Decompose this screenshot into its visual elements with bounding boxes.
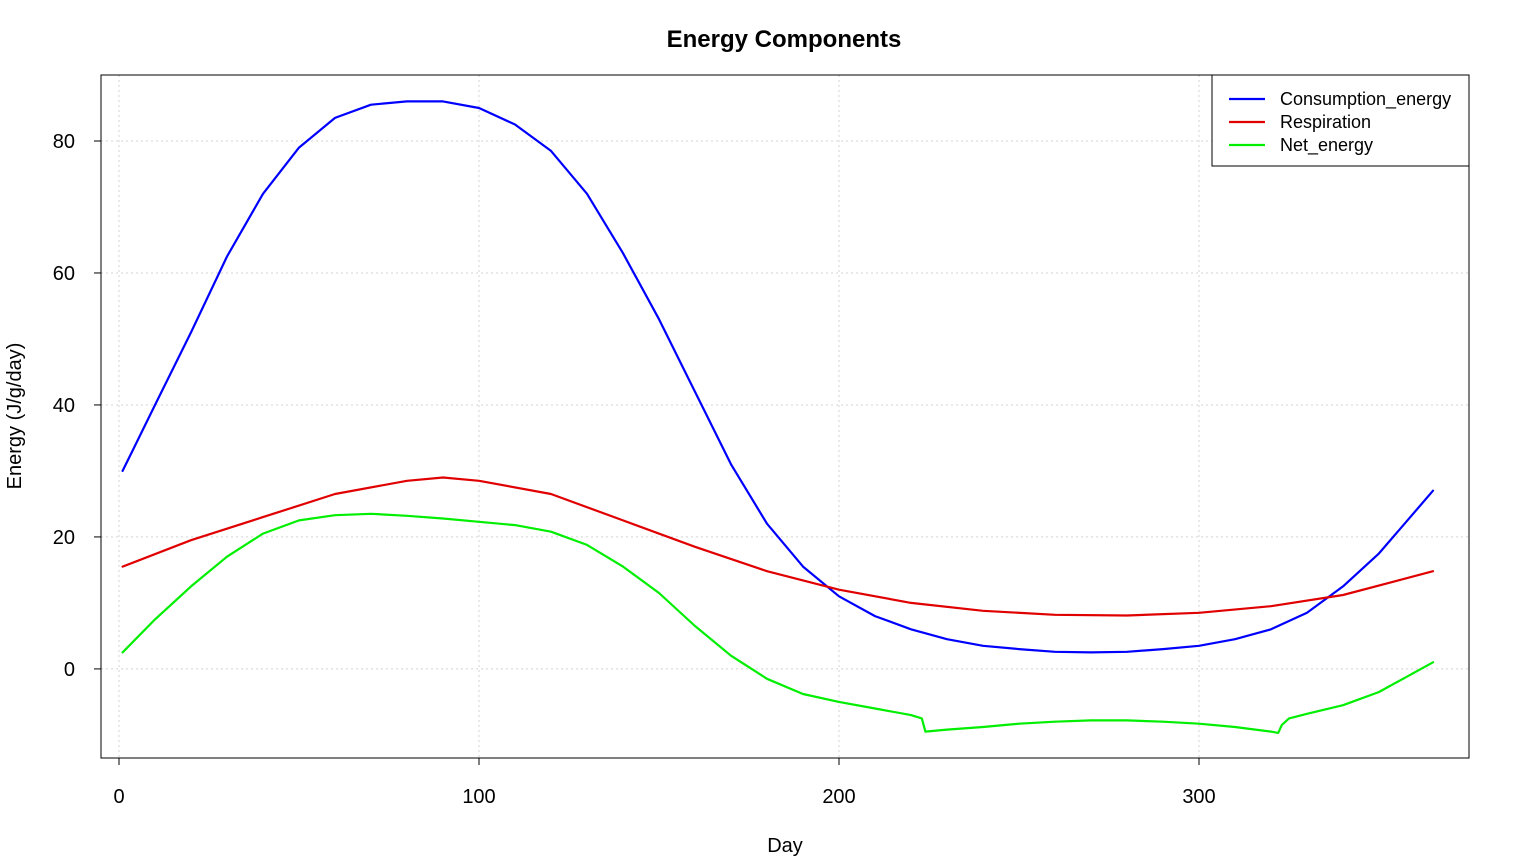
x-axis-label: Day xyxy=(767,835,803,857)
y-tick-label: 80 xyxy=(53,131,75,153)
y-tick-label: 40 xyxy=(53,395,75,417)
chart-title: Energy Components xyxy=(667,26,902,53)
legend-box xyxy=(1211,74,1470,167)
series-line-respiration xyxy=(121,476,1435,617)
x-tick-label: 300 xyxy=(1182,786,1215,808)
y-tick-label: 60 xyxy=(53,263,75,285)
y-axis: 0 20 40 60 80 xyxy=(53,131,101,681)
plot-frame xyxy=(100,74,1470,759)
y-tick-label: 20 xyxy=(53,527,75,549)
legend-label: Respiration xyxy=(1280,112,1371,132)
y-tick-label: 0 xyxy=(64,659,75,681)
x-tick-label: 0 xyxy=(113,786,124,808)
series-layer xyxy=(121,100,1435,735)
legend-label: Consumption_energy xyxy=(1280,89,1451,110)
x-tick-label: 200 xyxy=(822,786,855,808)
x-axis: 0 100 200 300 xyxy=(113,758,1216,808)
x-tick-label: 100 xyxy=(462,786,495,808)
series-line-consumption-energy xyxy=(121,100,1435,654)
y-axis-label: Energy (J/g/day) xyxy=(4,343,26,490)
series-line-net-energy xyxy=(121,512,1435,735)
grid-layer xyxy=(101,75,1469,758)
legend-label: Net_energy xyxy=(1280,135,1373,156)
